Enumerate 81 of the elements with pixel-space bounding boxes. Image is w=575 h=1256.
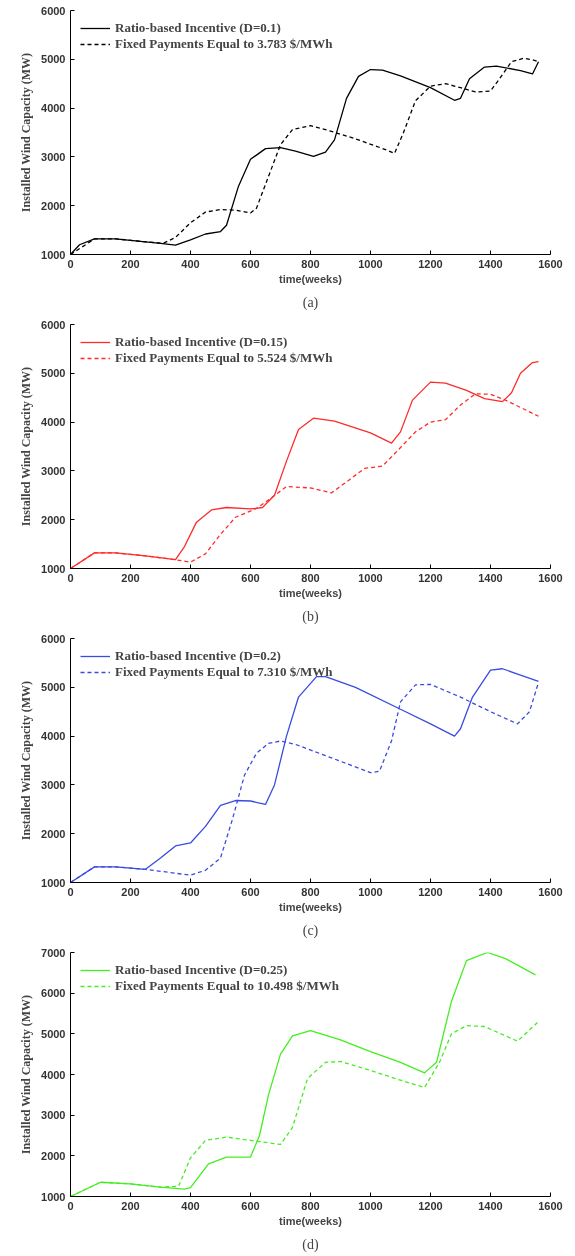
y-tick-label: 6000 <box>41 4 66 17</box>
x-tick-label: 200 <box>121 885 140 898</box>
y-tick-label: 6000 <box>41 987 66 1000</box>
y-tick-label: 1000 <box>41 1190 66 1203</box>
y-tick-label: 5000 <box>41 1027 66 1040</box>
y-tick-label: 4000 <box>41 1068 66 1081</box>
legend-label: Fixed Payments Equal to 5.524 $/MWh <box>115 350 333 366</box>
y-tick-label: 2000 <box>41 513 66 526</box>
x-tick-label: 400 <box>181 257 200 270</box>
x-tick-label: 1600 <box>538 571 563 584</box>
x-tick-label: 1200 <box>418 1199 443 1212</box>
y-tick-label: 4000 <box>41 416 66 429</box>
legend-label: Ratio-based Incentive (D=0.15) <box>115 334 288 350</box>
x-tick-label: 800 <box>301 1199 320 1212</box>
x-tick-label: 1200 <box>418 885 443 898</box>
y-tick-label: 2000 <box>41 827 66 840</box>
x-tick-label: 0 <box>67 1199 74 1212</box>
x-tick-label: 1600 <box>538 1199 563 1212</box>
y-tick-label: 6000 <box>41 318 66 331</box>
y-tick-label: 1000 <box>41 248 66 261</box>
x-tick-label: 800 <box>301 885 320 898</box>
x-tick-label: 200 <box>121 1199 140 1212</box>
y-tick-label: 3000 <box>41 1109 66 1122</box>
text: (b) <box>302 608 319 625</box>
y-tick-label: 2000 <box>41 199 66 212</box>
x-tick-label: 400 <box>181 1199 200 1212</box>
x-tick-label: 0 <box>67 257 74 270</box>
x-tick-label: 200 <box>121 571 140 584</box>
x-tick-label: 400 <box>181 571 200 584</box>
y-tick-label: 4000 <box>41 730 66 743</box>
x-tick-label: 1400 <box>478 885 503 898</box>
y-tick-label: 2000 <box>41 1149 66 1162</box>
x-tick-label: 800 <box>301 257 320 270</box>
y-tick-label: 3000 <box>41 464 66 477</box>
x-tick-label: 0 <box>67 885 74 898</box>
legend-label: Ratio-based Incentive (D=0.2) <box>115 648 281 664</box>
x-tick-label: 1400 <box>478 1199 503 1212</box>
x-tick-label: 1000 <box>358 257 383 270</box>
x-tick-label: 1400 <box>478 571 503 584</box>
legend-label: Ratio-based Incentive (D=0.1) <box>115 20 281 36</box>
y-axis-title: Installed Wind Capacity (MW) <box>19 994 34 1155</box>
x-axis-title: time(weeks) <box>279 1214 343 1227</box>
x-tick-label: 800 <box>301 571 320 584</box>
y-tick-label: 5000 <box>41 681 66 694</box>
x-tick-label: 200 <box>121 257 140 270</box>
y-tick-label: 1000 <box>41 876 66 889</box>
y-tick-label: 3000 <box>41 778 66 791</box>
x-tick-label: 400 <box>181 885 200 898</box>
y-tick-label: 7000 <box>41 946 66 959</box>
x-tick-label: 600 <box>241 571 260 584</box>
y-tick-label: 3000 <box>41 150 66 163</box>
x-tick-label: 1000 <box>358 885 383 898</box>
y-tick-label: 5000 <box>41 367 66 380</box>
legend-label: Fixed Payments Equal to 10.498 $/MWh <box>115 978 339 994</box>
x-tick-label: 1600 <box>538 257 563 270</box>
text: (a) <box>302 294 319 311</box>
x-tick-label: 1000 <box>358 1199 383 1212</box>
x-tick-label: 600 <box>241 257 260 270</box>
y-tick-label: 1000 <box>41 562 66 575</box>
x-axis-title: time(weeks) <box>279 586 343 599</box>
y-tick-label: 5000 <box>41 53 66 66</box>
x-tick-label: 1600 <box>538 885 563 898</box>
x-tick-label: 1000 <box>358 571 383 584</box>
x-axis-title: time(weeks) <box>279 272 343 285</box>
y-tick-label: 4000 <box>41 102 66 115</box>
legend-label: Fixed Payments Equal to 7.310 $/MWh <box>115 664 333 680</box>
text: (d) <box>302 1236 319 1253</box>
x-axis-title: time(weeks) <box>279 900 343 913</box>
x-tick-label: 1200 <box>418 571 443 584</box>
text: (c) <box>302 922 319 939</box>
y-axis-title: Installed Wind Capacity (MW) <box>19 680 34 841</box>
x-tick-label: 600 <box>241 1199 260 1212</box>
x-tick-label: 1400 <box>478 257 503 270</box>
x-tick-label: 1200 <box>418 257 443 270</box>
x-tick-label: 600 <box>241 885 260 898</box>
y-axis-title: Installed Wind Capacity (MW) <box>19 366 34 527</box>
legend-label: Fixed Payments Equal to 3.783 $/MWh <box>115 36 333 52</box>
y-axis-title: Installed Wind Capacity (MW) <box>19 52 34 213</box>
legend-label: Ratio-based Incentive (D=0.25) <box>115 962 288 978</box>
y-tick-label: 6000 <box>41 632 66 645</box>
x-tick-label: 0 <box>67 571 74 584</box>
